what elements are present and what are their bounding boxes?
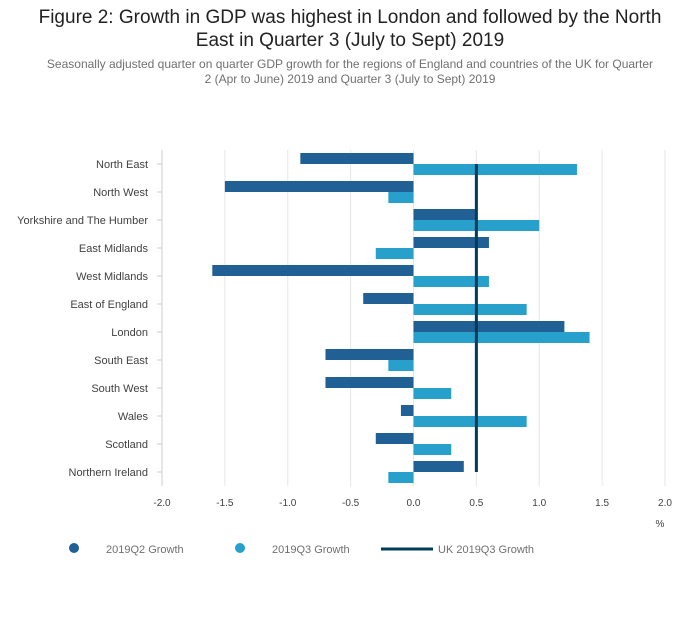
bar-q2 xyxy=(363,293,414,304)
x-axis-unit: % xyxy=(656,519,665,530)
x-tick-label: 0.0 xyxy=(407,498,421,509)
x-tick-label: -1.5 xyxy=(216,498,234,509)
bar-q2 xyxy=(413,237,489,248)
category-label: South East xyxy=(94,355,148,367)
bar-q2 xyxy=(413,321,565,332)
chart-title-line-2: East in Quarter 3 (July to Sept) 2019 xyxy=(195,30,505,51)
legend-marker-q2 xyxy=(69,543,79,553)
category-label: North West xyxy=(93,187,148,199)
category-label: East of England xyxy=(70,299,148,311)
legend-label: UK 2019Q3 Growth xyxy=(438,544,534,556)
chart-subtitle: Seasonally adjusted quarter on quarter G… xyxy=(0,57,700,87)
axis: -2.0 -1.5 -1.0 -0.5 0.0 0.5 1.0 1.5 2.0% North Ea… xyxy=(17,150,672,530)
bar-q3 xyxy=(413,304,527,315)
x-tick-label: 1.0 xyxy=(532,498,546,509)
bar-q3 xyxy=(413,164,577,175)
x-tick-label: 0.5 xyxy=(469,498,483,509)
bar-q2 xyxy=(413,461,464,472)
x-tick-label: -2.0 xyxy=(153,498,171,509)
category-label: South West xyxy=(91,383,148,395)
bar-q2 xyxy=(400,405,414,416)
bar-q2 xyxy=(325,349,414,360)
bar-q3 xyxy=(388,472,414,483)
chart-subtitle-line-2: 2 (Apr to June) 2019 and Quarter 3 (July… xyxy=(204,72,496,86)
legend: 2019Q2 Growth 2019Q3 Growth UK 2019Q3 Grow… xyxy=(69,543,534,556)
x-tick-label: -1.0 xyxy=(279,498,297,509)
category-label: West Midlands xyxy=(76,271,148,283)
bar-q3 xyxy=(413,276,489,287)
legend-label: 2019Q2 Growth xyxy=(106,544,184,556)
chart-title-line-1: Figure 2: Growth in GDP was highest in L… xyxy=(38,7,662,28)
bar-q3 xyxy=(413,416,527,427)
category-label: North East xyxy=(96,159,148,171)
bar-q2 xyxy=(212,265,414,276)
bars xyxy=(212,153,590,483)
bar-q3 xyxy=(388,192,414,203)
legend-marker-q3 xyxy=(235,543,245,553)
bar-q2 xyxy=(224,181,414,192)
category-label: Northern Ireland xyxy=(69,467,149,479)
bar-q2 xyxy=(325,377,414,388)
bar-q2 xyxy=(300,153,414,164)
x-tick-label: -0.5 xyxy=(342,498,360,509)
x-tick-label: 1.5 xyxy=(595,498,609,509)
x-tick-label: 2.0 xyxy=(658,498,672,509)
category-label: Yorkshire and The Humber xyxy=(17,215,148,227)
category-label: Wales xyxy=(118,411,149,423)
category-label: Scotland xyxy=(105,439,148,451)
bar-q3 xyxy=(388,360,414,371)
chart-subtitle-line-1: Seasonally adjusted quarter on quarter G… xyxy=(46,57,654,71)
bar-q2 xyxy=(413,209,477,220)
category-label: London xyxy=(111,327,148,339)
bar-q2 xyxy=(375,433,414,444)
chart-title: Figure 2: Growth in GDP was highest in L… xyxy=(0,6,700,52)
bar-q3 xyxy=(413,388,452,399)
bar-q3 xyxy=(413,444,452,455)
bar-q3 xyxy=(375,248,414,259)
bar-q3 xyxy=(413,332,590,343)
legend-label: 2019Q3 Growth xyxy=(272,544,350,556)
category-label: East Midlands xyxy=(79,243,149,255)
